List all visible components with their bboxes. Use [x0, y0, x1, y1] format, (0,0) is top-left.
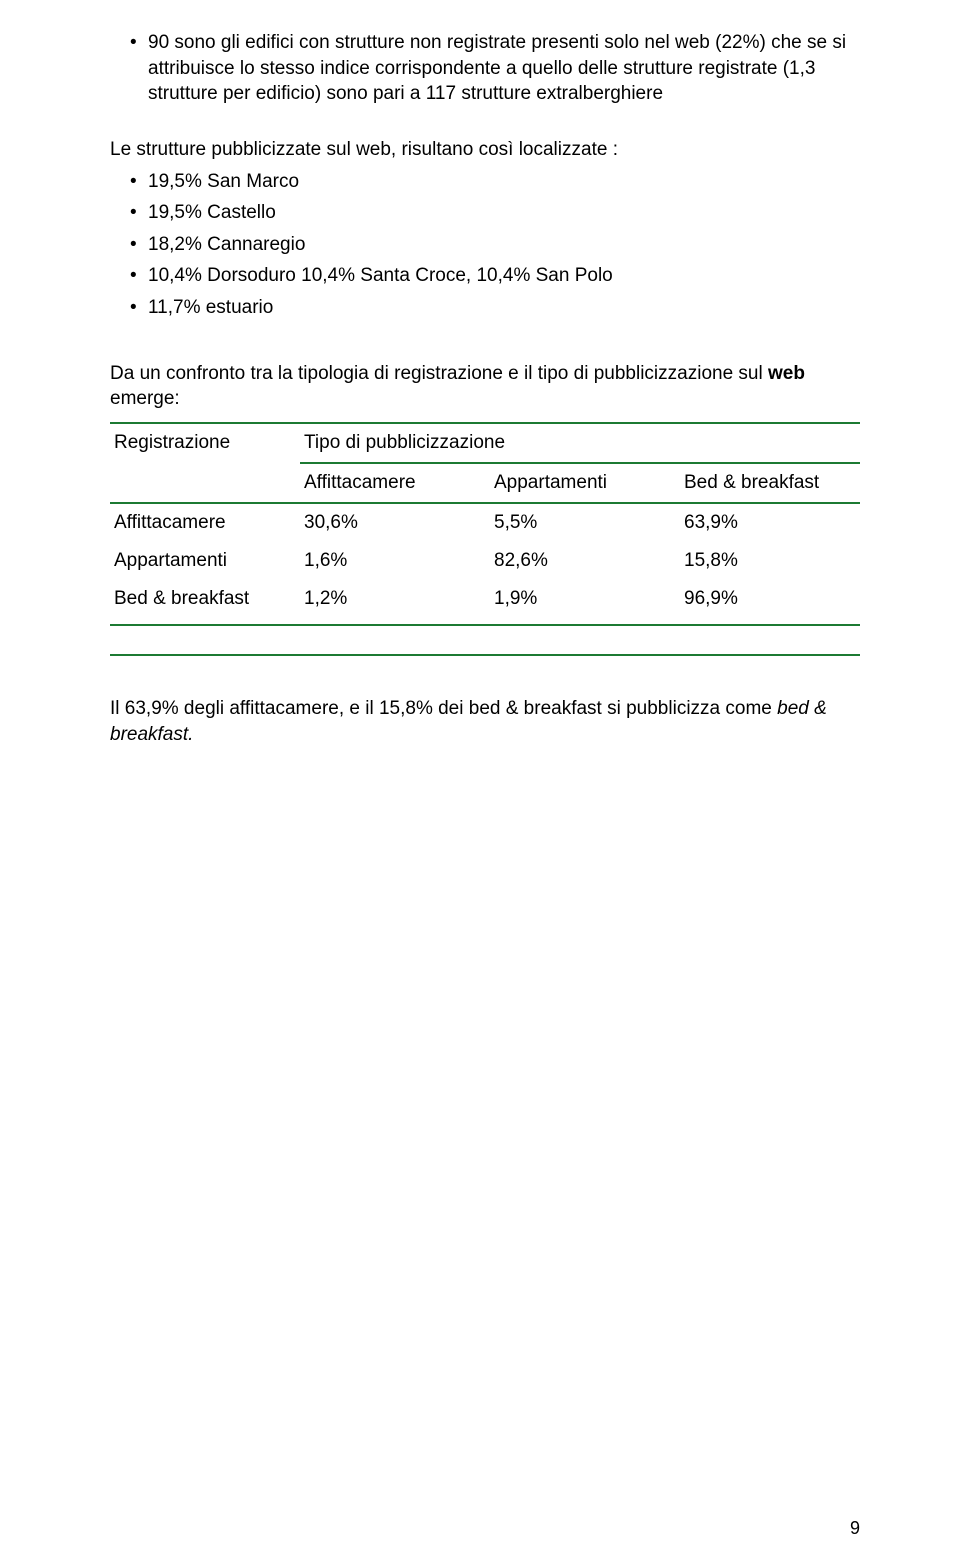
bullet-dot-icon: •: [130, 169, 148, 195]
intro-bullet-text: 90 sono gli edifici con strutture non re…: [148, 30, 860, 107]
table-cell: 96,9%: [684, 588, 856, 610]
table-row-label: Appartamenti: [114, 550, 304, 572]
list-item-text: 19,5% Castello: [148, 200, 276, 226]
bullet-dot-icon: •: [130, 232, 148, 258]
list-item: • 18,2% Cannaregio: [130, 232, 860, 258]
page: • 90 sono gli edifici con strutture non …: [0, 0, 960, 1559]
table-row-label: Bed & breakfast: [114, 588, 304, 610]
publicization-table: Registrazione Tipo di pubblicizzazione A…: [110, 422, 860, 656]
bullet-dot-icon: •: [130, 263, 148, 289]
closing-paragraph: Il 63,9% degli affittacamere, e il 15,8%…: [110, 696, 860, 747]
table-cell: 1,9%: [494, 588, 684, 610]
confronto-paragraph: Da un confronto tra la tipologia di regi…: [110, 361, 860, 412]
table-cell: 15,8%: [684, 550, 856, 572]
table-row: Bed & breakfast 1,2% 1,9% 96,9%: [110, 580, 860, 618]
table-header-row: Registrazione Tipo di pubblicizzazione: [110, 424, 860, 462]
list-item: • 19,5% San Marco: [130, 169, 860, 195]
table-cell: 30,6%: [304, 512, 494, 534]
bullet-dot-icon: •: [130, 295, 148, 321]
intro-bullet-item: • 90 sono gli edifici con strutture non …: [130, 30, 860, 107]
localization-list: • 19,5% San Marco • 19,5% Castello • 18,…: [110, 169, 860, 321]
table-row-label: Affittacamere: [114, 512, 304, 534]
table-row: Appartamenti 1,6% 82,6% 15,8%: [110, 542, 860, 580]
page-number: 9: [850, 1518, 860, 1539]
list-item: • 19,5% Castello: [130, 200, 860, 226]
closing-text-pre: Il 63,9% degli affittacamere, e il 15,8%…: [110, 698, 777, 719]
list-item-text: 18,2% Cannaregio: [148, 232, 305, 258]
table-cell: 5,5%: [494, 512, 684, 534]
list-item-text: 19,5% San Marco: [148, 169, 299, 195]
bullet-dot-icon: •: [130, 30, 148, 56]
list-item-text: 11,7% estuario: [148, 295, 273, 321]
table-divider: [110, 624, 860, 626]
table-subheader-c1: Affittacamere: [304, 472, 494, 494]
confronto-text-pre: Da un confronto tra la tipologia di regi…: [110, 363, 768, 384]
bullet-dot-icon: •: [130, 200, 148, 226]
table-header-reg: Registrazione: [114, 432, 304, 454]
table-cell: 82,6%: [494, 550, 684, 572]
table-cell: 1,6%: [304, 550, 494, 572]
table-subheader-row: Affittacamere Appartamenti Bed & breakfa…: [110, 464, 860, 502]
list-item-text: 10,4% Dorsoduro 10,4% Santa Croce, 10,4%…: [148, 263, 613, 289]
table-row: Affittacamere 30,6% 5,5% 63,9%: [110, 504, 860, 542]
list-item: • 11,7% estuario: [130, 295, 860, 321]
confronto-web-bold: web: [768, 363, 805, 384]
table-cell: 63,9%: [684, 512, 856, 534]
table-cell: 1,2%: [304, 588, 494, 610]
table-subheader-c3: Bed & breakfast: [684, 472, 856, 494]
confronto-text-post: emerge:: [110, 388, 180, 409]
table-header-tipo: Tipo di pubblicizzazione: [304, 432, 856, 454]
table-divider: [110, 654, 860, 656]
list-item: • 10,4% Dorsoduro 10,4% Santa Croce, 10,…: [130, 263, 860, 289]
table-subheader-c2: Appartamenti: [494, 472, 684, 494]
localization-intro: Le strutture pubblicizzate sul web, risu…: [110, 137, 860, 163]
